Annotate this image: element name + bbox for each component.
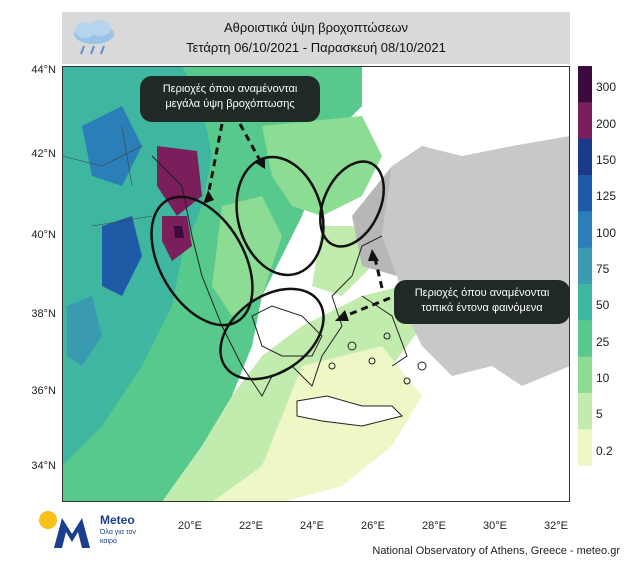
lon-label: 28°E — [422, 520, 446, 532]
colorbar-swatch — [578, 465, 592, 502]
lat-label: 40°N — [31, 229, 56, 241]
colorbar-tick-label: 10 — [596, 371, 610, 385]
colorbar-tick-label: 125 — [596, 189, 617, 204]
lat-label: 38°N — [31, 308, 56, 320]
colorbar-tick-label: 150 — [596, 153, 617, 167]
colorbar-swatch — [578, 247, 592, 285]
colorbar-tick-label: 5 — [596, 407, 603, 422]
colorbar-tick-label: 50 — [596, 298, 610, 313]
map-title: Αθροιστικά ύψη βροχοπτώσεων — [224, 20, 408, 35]
colorbar-tick-label: 200 — [596, 116, 617, 131]
lat-label: 44°N — [31, 64, 56, 76]
rainfall-map — [62, 66, 570, 502]
logo-name: Meteo — [100, 513, 135, 527]
lat-label: 34°N — [31, 460, 56, 472]
colorbar-tick-label: 0.2 — [596, 443, 613, 458]
colorbar-tick-label: 100 — [596, 225, 617, 240]
callout-local-storms: Περιοχές όπου αναμένονται τοπικά έντονα … — [394, 280, 570, 324]
lat-label: 36°N — [31, 385, 56, 397]
colorbar-swatch — [578, 102, 592, 140]
colorbar-swatch — [578, 320, 592, 358]
colorbar-swatch — [578, 211, 592, 249]
lon-label: 22°E — [239, 520, 263, 532]
colorbar-swatch — [578, 284, 592, 321]
colorbar-swatch — [578, 138, 592, 176]
colorbar-swatch — [578, 66, 592, 103]
lon-label: 24°E — [300, 520, 324, 532]
colorbar-tick-label: 300 — [596, 80, 617, 95]
colorbar-tick-label: 75 — [596, 262, 610, 276]
meteo-logo — [39, 511, 90, 548]
lon-label: 32°E — [544, 520, 568, 532]
logo-tagline: Όλα για τον καιρό — [100, 529, 136, 545]
colorbar-swatch — [578, 356, 592, 394]
map-header: Αθροιστικά ύψη βροχοπτώσεων Τετάρτη 06/1… — [62, 12, 570, 64]
lon-label: 20°E — [178, 520, 202, 532]
lon-label: 26°E — [361, 520, 385, 532]
colorbar-swatch — [578, 393, 592, 430]
lon-label: 30°E — [483, 520, 507, 532]
map-subtitle: Τετάρτη 06/10/2021 - Παρασκευή 08/10/202… — [186, 40, 446, 55]
callout-heavy-rain: Περιοχές όπου αναμένονται μεγάλα ύψη βρο… — [140, 76, 320, 122]
rain-cloud-icon — [74, 20, 114, 55]
colorbar-swatch — [578, 175, 592, 212]
colorbar — [578, 66, 592, 502]
colorbar-swatch — [578, 429, 592, 467]
colorbar-tick-label: 25 — [596, 334, 610, 349]
credit-text: National Observatory of Athens, Greece -… — [372, 545, 620, 557]
lat-label: 42°N — [31, 148, 56, 160]
